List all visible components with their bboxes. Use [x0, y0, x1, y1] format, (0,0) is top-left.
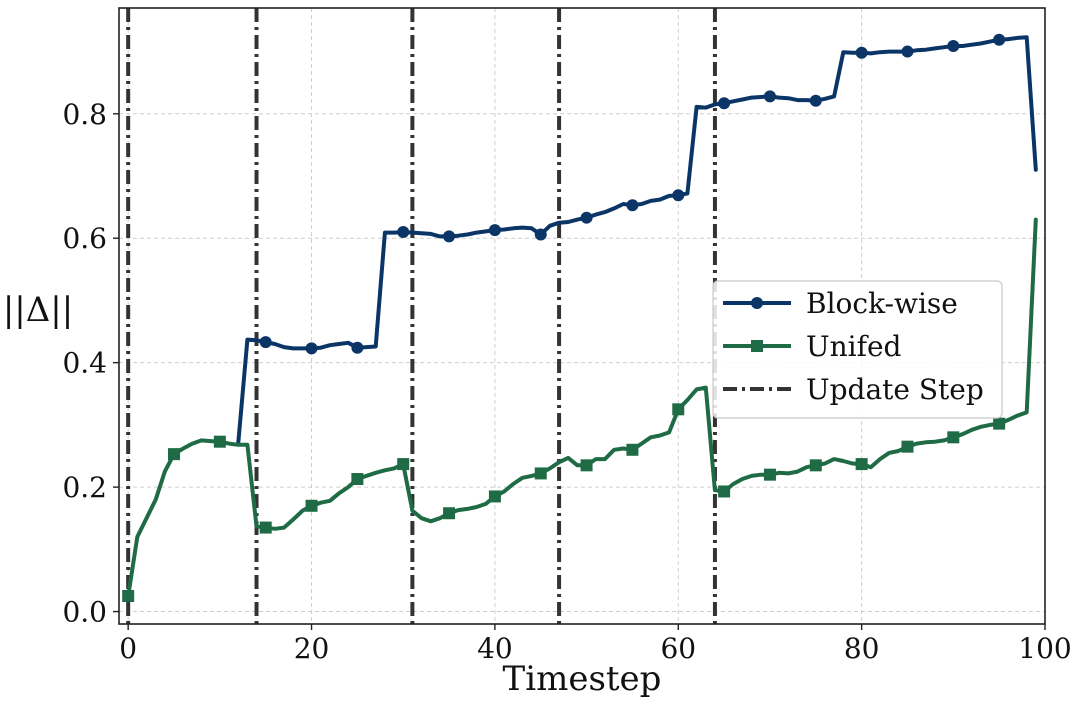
data-point-unifed: [947, 431, 960, 444]
y-tick-label: 0.8: [62, 98, 107, 131]
x-tick-label: 0: [119, 632, 137, 665]
legend: Block-wise Unifed Update Step: [712, 280, 1003, 419]
data-point-unifed: [443, 507, 456, 520]
data-point-unifed: [351, 473, 364, 486]
data-point-unifed: [305, 499, 318, 512]
y-tick-label: 0.0: [62, 596, 107, 629]
data-point-block-wise: [305, 342, 318, 355]
data-point-block-wise: [993, 33, 1006, 46]
data-point-block-wise: [488, 224, 501, 237]
data-point-block-wise: [580, 211, 593, 224]
data-point-block-wise: [443, 230, 456, 243]
legend-entry-block-wise: Block-wise: [723, 287, 958, 320]
plot-frame: [118, 7, 1046, 625]
legend-label-unifed: Unifed: [806, 330, 902, 363]
x-axis-title: Timestep: [503, 659, 662, 699]
x-tick-label: 100: [1018, 632, 1071, 665]
data-point-unifed: [672, 403, 685, 416]
data-point-block-wise: [534, 228, 547, 241]
legend-label-update-step: Update Step: [806, 373, 984, 406]
data-point-block-wise: [763, 90, 776, 103]
data-point-block-wise: [718, 97, 731, 110]
grid: [119, 8, 1046, 624]
data-point-block-wise: [901, 45, 914, 58]
x-tick-label: 80: [844, 632, 880, 665]
data-point-unifed: [213, 435, 226, 448]
data-point-unifed: [901, 440, 914, 453]
axis-ticks: 0 20 40 60 80 100 0.0 0.2 0.4 0.6 0.8: [62, 98, 1071, 665]
y-tick-label: 0.6: [62, 222, 107, 255]
data-point-unifed: [259, 521, 272, 534]
data-point-unifed: [122, 590, 135, 602]
data-point-block-wise: [351, 341, 364, 354]
data-point-block-wise: [626, 199, 639, 212]
data-point-unifed: [626, 443, 639, 456]
x-tick-label: 20: [294, 632, 330, 665]
legend-marker-block-wise: [751, 297, 763, 309]
series-layer: [122, 33, 1038, 602]
data-point-block-wise: [855, 46, 868, 59]
data-point-unifed: [488, 490, 501, 503]
y-tick-label: 0.4: [62, 347, 107, 380]
data-point-unifed: [534, 467, 547, 480]
data-point-unifed: [763, 468, 776, 481]
legend-marker-unifed: [751, 340, 763, 352]
legend-entry-unifed: Unifed: [723, 330, 902, 363]
data-point-unifed: [718, 485, 731, 498]
y-axis-title: ||Δ||: [3, 290, 73, 330]
data-point-unifed: [993, 417, 1006, 430]
data-point-unifed: [855, 458, 868, 471]
data-point-unifed: [168, 448, 181, 461]
y-tick-label: 0.2: [62, 471, 107, 504]
data-point-block-wise: [672, 189, 685, 202]
legend-label-block-wise: Block-wise: [806, 287, 958, 320]
data-point-unifed: [580, 459, 593, 472]
x-tick-label: 60: [660, 632, 696, 665]
update-step-lines: [126, 8, 717, 624]
data-point-block-wise: [397, 226, 410, 238]
data-point-block-wise: [259, 336, 272, 349]
data-point-unifed: [809, 459, 822, 472]
legend-entry-update-step: Update Step: [723, 373, 984, 406]
data-point-block-wise: [947, 39, 960, 52]
x-tick-label: 40: [477, 632, 513, 665]
data-point-block-wise: [809, 94, 822, 107]
legend-box: [712, 280, 1003, 419]
data-point-unifed: [397, 458, 410, 471]
